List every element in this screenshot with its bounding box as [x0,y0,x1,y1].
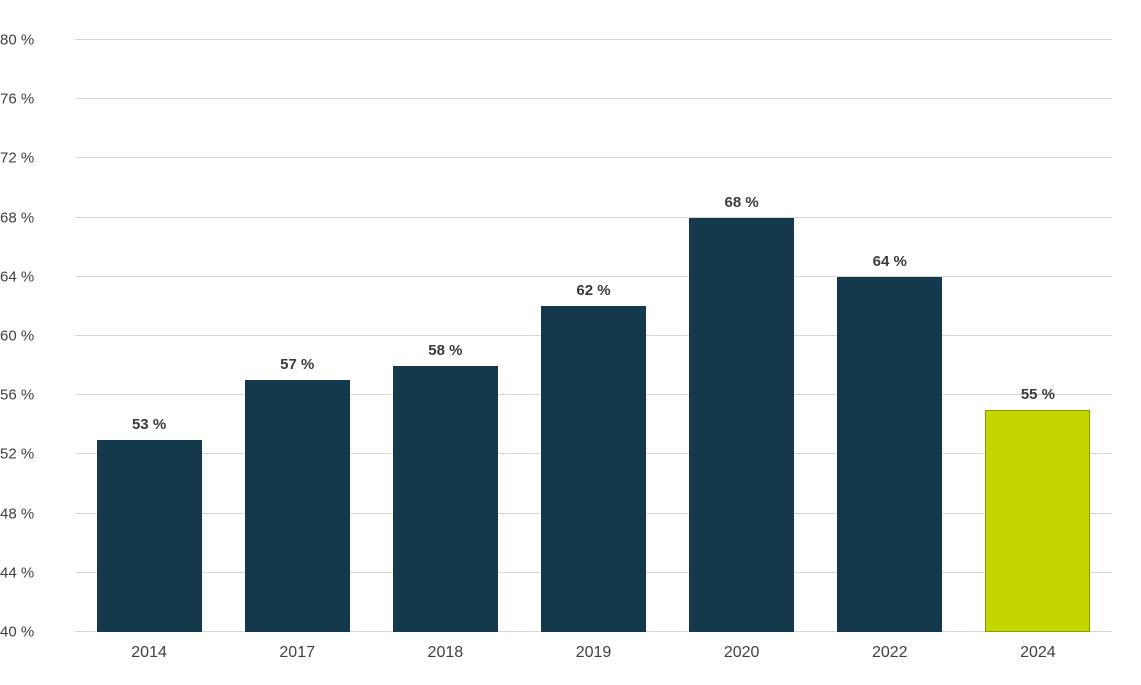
bar-value-label: 64 % [872,252,907,270]
bar-group-2024: 55 % [964,40,1112,632]
x-tick-label-2024: 2024 [1020,644,1056,661]
bar-group-2014: 53 % [75,40,223,632]
x-tick-label-2019: 2019 [575,644,612,661]
y-tick-label: 44 % [0,564,35,582]
x-tick-label-2018: 2018 [427,644,464,661]
y-tick-label: 40 % [0,623,35,641]
y-tick-label: 60 % [0,327,35,345]
y-tick-label: 76 % [0,90,35,108]
bar-group-2022: 64 % [816,40,964,632]
gridline [75,157,1112,159]
x-tick-label-2020: 2020 [723,644,760,661]
bar-2024 [985,410,1091,632]
gridline [75,39,1112,40]
plot-area: 40 % 44 % 48 % 52 % 56 % 60 % 64 % 68 % 72 % 76 %… [0,32,1112,641]
y-tick-label: 52 % [0,445,35,463]
x-axis: 2014 2017 2018 2019 2020 2022 2024 [75,644,1112,662]
y-tick-label: 64 % [0,268,35,286]
bar-value-label: 62 % [576,282,611,300]
y-tick-label: 80 % [0,31,35,49]
bar-value-label: 57 % [280,356,315,374]
bar-2019 [540,306,646,632]
bar-value-label: 55 % [1020,386,1056,403]
bar-2020 [689,217,795,632]
x-tick-label-2014: 2014 [131,644,167,661]
bar-value-label: 58 % [428,341,463,359]
y-tick-label: 48 % [0,505,35,523]
y-tick-label: 56 % [0,386,35,404]
bar-group-2019: 62 % [519,40,667,632]
y-tick-label: 72 % [0,149,35,167]
y-tick-label: 68 % [0,209,35,227]
bar-2017 [244,380,350,632]
bar-value-label: 68 % [724,193,759,211]
gridline [75,275,1112,277]
bar-group-2020: 68 % [668,40,816,632]
gridline [75,216,1112,218]
gridline [75,98,1112,100]
bar-2022 [837,276,943,632]
bars-container: 53 % 57 % 58 % 62 % 68 % 64 % 55 % [75,40,1112,632]
x-tick-label-2017: 2017 [279,644,315,661]
bar-group-2018: 58 % [371,40,519,632]
x-tick-label-2022: 2022 [871,644,908,661]
bar-2014 [96,439,202,632]
bar-value-label: 53 % [131,415,167,433]
bar-2018 [392,365,498,632]
bar-group-2017: 57 % [223,40,371,632]
